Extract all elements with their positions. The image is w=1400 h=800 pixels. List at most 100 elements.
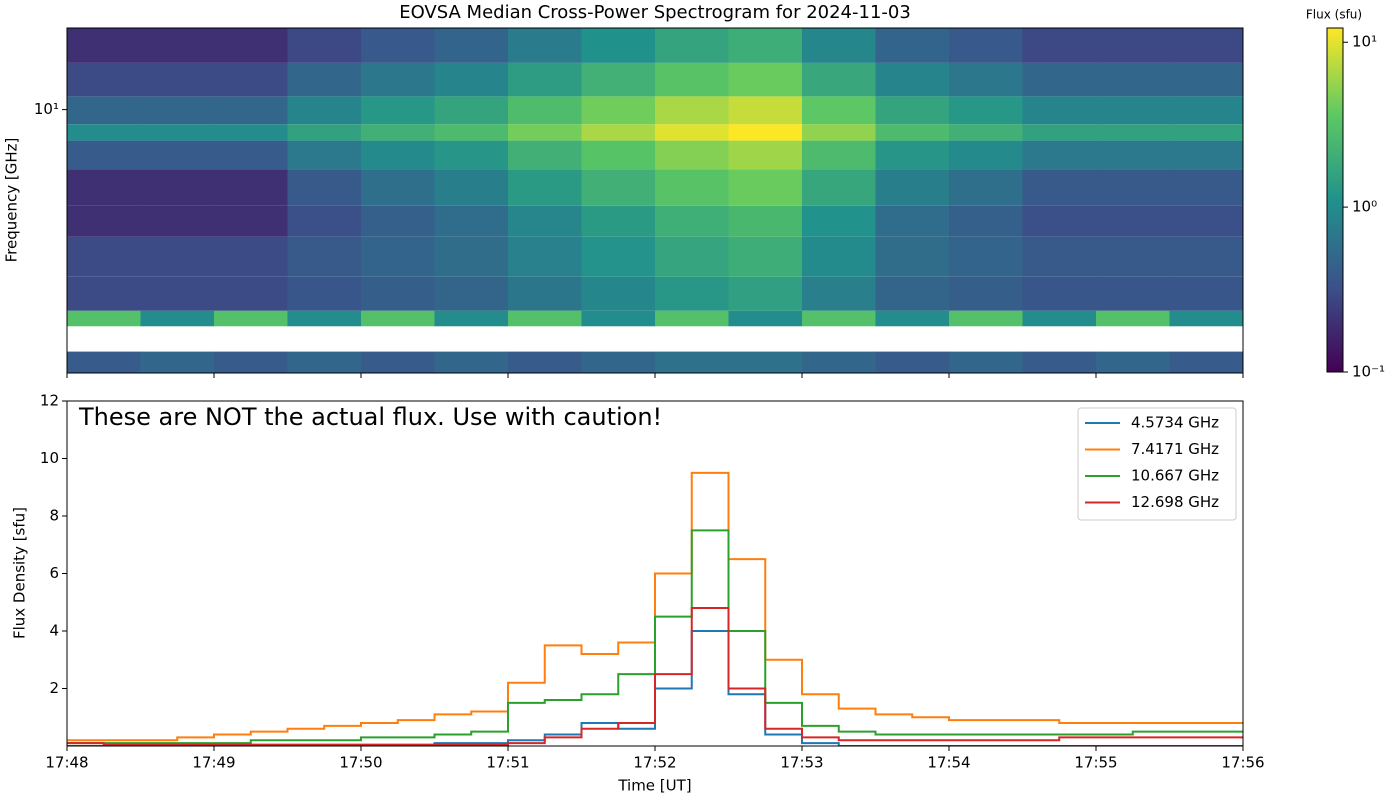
heatmap-cell	[802, 351, 876, 373]
heatmap-cell	[508, 276, 582, 311]
heatmap-cell	[434, 169, 509, 206]
colorbar-tick-label: 10⁻¹	[1352, 363, 1385, 381]
heatmap-cell	[67, 236, 141, 277]
heatmap-cell	[1096, 28, 1170, 63]
heatmap-cell	[802, 28, 876, 63]
y-tick-label: 4	[49, 622, 59, 640]
heatmap-cell	[1022, 140, 1097, 170]
heatmap-cell	[581, 96, 656, 125]
heatmap-cell	[1169, 236, 1244, 277]
heatmap-cell	[802, 205, 876, 237]
y-tick-label: 2	[49, 679, 59, 697]
heatmap-cell	[361, 351, 435, 373]
heatmap-cell	[434, 28, 509, 63]
heatmap-cell	[949, 276, 1023, 311]
heatmap-cell	[361, 140, 435, 170]
heatmap-cell	[361, 169, 435, 206]
heatmap-cell	[1096, 205, 1170, 237]
heatmap-cell	[875, 236, 950, 277]
heatmap-cell	[361, 28, 435, 63]
series-line	[67, 607, 1243, 746]
heatmap-cell	[581, 205, 656, 237]
heatmap-cell	[1096, 236, 1170, 277]
heatmap-cell	[1169, 276, 1244, 311]
heatmap-cell	[728, 96, 803, 125]
heatmap-cell	[655, 276, 729, 311]
heatmap-cell	[1022, 28, 1097, 63]
heatmap-cell	[875, 62, 950, 97]
heatmap-cell	[287, 62, 362, 97]
heatmap-cell	[287, 124, 362, 141]
heatmap-cell	[581, 140, 656, 170]
heatmap-cell	[949, 124, 1023, 141]
heatmap-cell	[434, 236, 509, 277]
y-tick-label: 6	[49, 564, 59, 582]
heatmap-cell	[728, 310, 803, 327]
heatmap-cell	[1022, 169, 1097, 206]
heatmap-cell	[949, 62, 1023, 97]
heatmap-cell	[728, 351, 803, 373]
heatmap-cell	[655, 96, 729, 125]
heatmap-cell	[214, 140, 288, 170]
colorbar-tick-label: 10¹	[1352, 33, 1377, 51]
heatmap-cell	[875, 169, 950, 206]
legend-label: 7.4171 GHz	[1131, 440, 1219, 458]
heatmap-cell	[875, 124, 950, 141]
heatmap-cell	[1096, 124, 1170, 141]
heatmap-cell	[214, 236, 288, 277]
x-tick-label: 17:56	[1221, 754, 1264, 772]
heatmap-cell	[140, 205, 215, 237]
heatmap-cell	[361, 96, 435, 125]
heatmap-cell	[1096, 140, 1170, 170]
heatmap-cell	[581, 28, 656, 63]
heatmap-cell	[508, 28, 582, 63]
heatmap-cell	[140, 276, 215, 311]
heatmap-cell	[1096, 96, 1170, 125]
legend-label: 12.698 GHz	[1131, 493, 1219, 511]
heatmap-cell	[214, 310, 288, 327]
colorbar	[1326, 27, 1344, 373]
heatmap-cell	[1022, 276, 1097, 311]
heatmap-cell	[214, 28, 288, 63]
heatmap-cell	[361, 310, 435, 327]
heatmap-cell	[434, 310, 509, 327]
y-tick-label: 12	[40, 392, 59, 410]
heatmap-cell	[581, 310, 656, 327]
heatmap-cell	[67, 124, 141, 141]
heatmap-cell	[434, 351, 509, 373]
heatmap-cell	[802, 96, 876, 125]
colorbar-label: Flux (sfu)	[1306, 8, 1362, 22]
heatmap-cell	[581, 236, 656, 277]
heatmap-cell	[1169, 96, 1244, 125]
heatmap-cell	[434, 62, 509, 97]
heatmap-cell	[140, 236, 215, 277]
legend-box	[1077, 407, 1237, 521]
heatmap-cell	[728, 28, 803, 63]
heatmap-cell	[434, 276, 509, 311]
heatmap-cell	[361, 236, 435, 277]
heatmap-cell	[1096, 351, 1170, 373]
heatmap-cell	[949, 169, 1023, 206]
heatmap-cell	[214, 169, 288, 206]
heatmap-cell	[949, 236, 1023, 277]
x-tick-label: 17:53	[780, 754, 823, 772]
heatmap-cell	[581, 124, 656, 141]
heatmap-cell	[67, 140, 141, 170]
heatmap-cell	[949, 310, 1023, 327]
heatmap-cell	[655, 62, 729, 97]
y-tick-label: 10	[40, 449, 59, 467]
heatmap-cell	[1022, 62, 1097, 97]
heatmap-cell	[875, 276, 950, 311]
heatmap-cell	[1022, 351, 1097, 373]
heatmap-cell	[581, 351, 656, 373]
chart-title: EOVSA Median Cross-Power Spectrogram for…	[399, 2, 911, 23]
heatmap-cell	[1022, 124, 1097, 141]
x-tick-label: 17:51	[486, 754, 529, 772]
heatmap-cell	[140, 169, 215, 206]
x-tick-label: 17:50	[339, 754, 382, 772]
y-tick-label: 8	[49, 507, 59, 525]
heatmap-cell	[214, 276, 288, 311]
heatmap-cell	[508, 124, 582, 141]
heatmap-cell	[802, 236, 876, 277]
